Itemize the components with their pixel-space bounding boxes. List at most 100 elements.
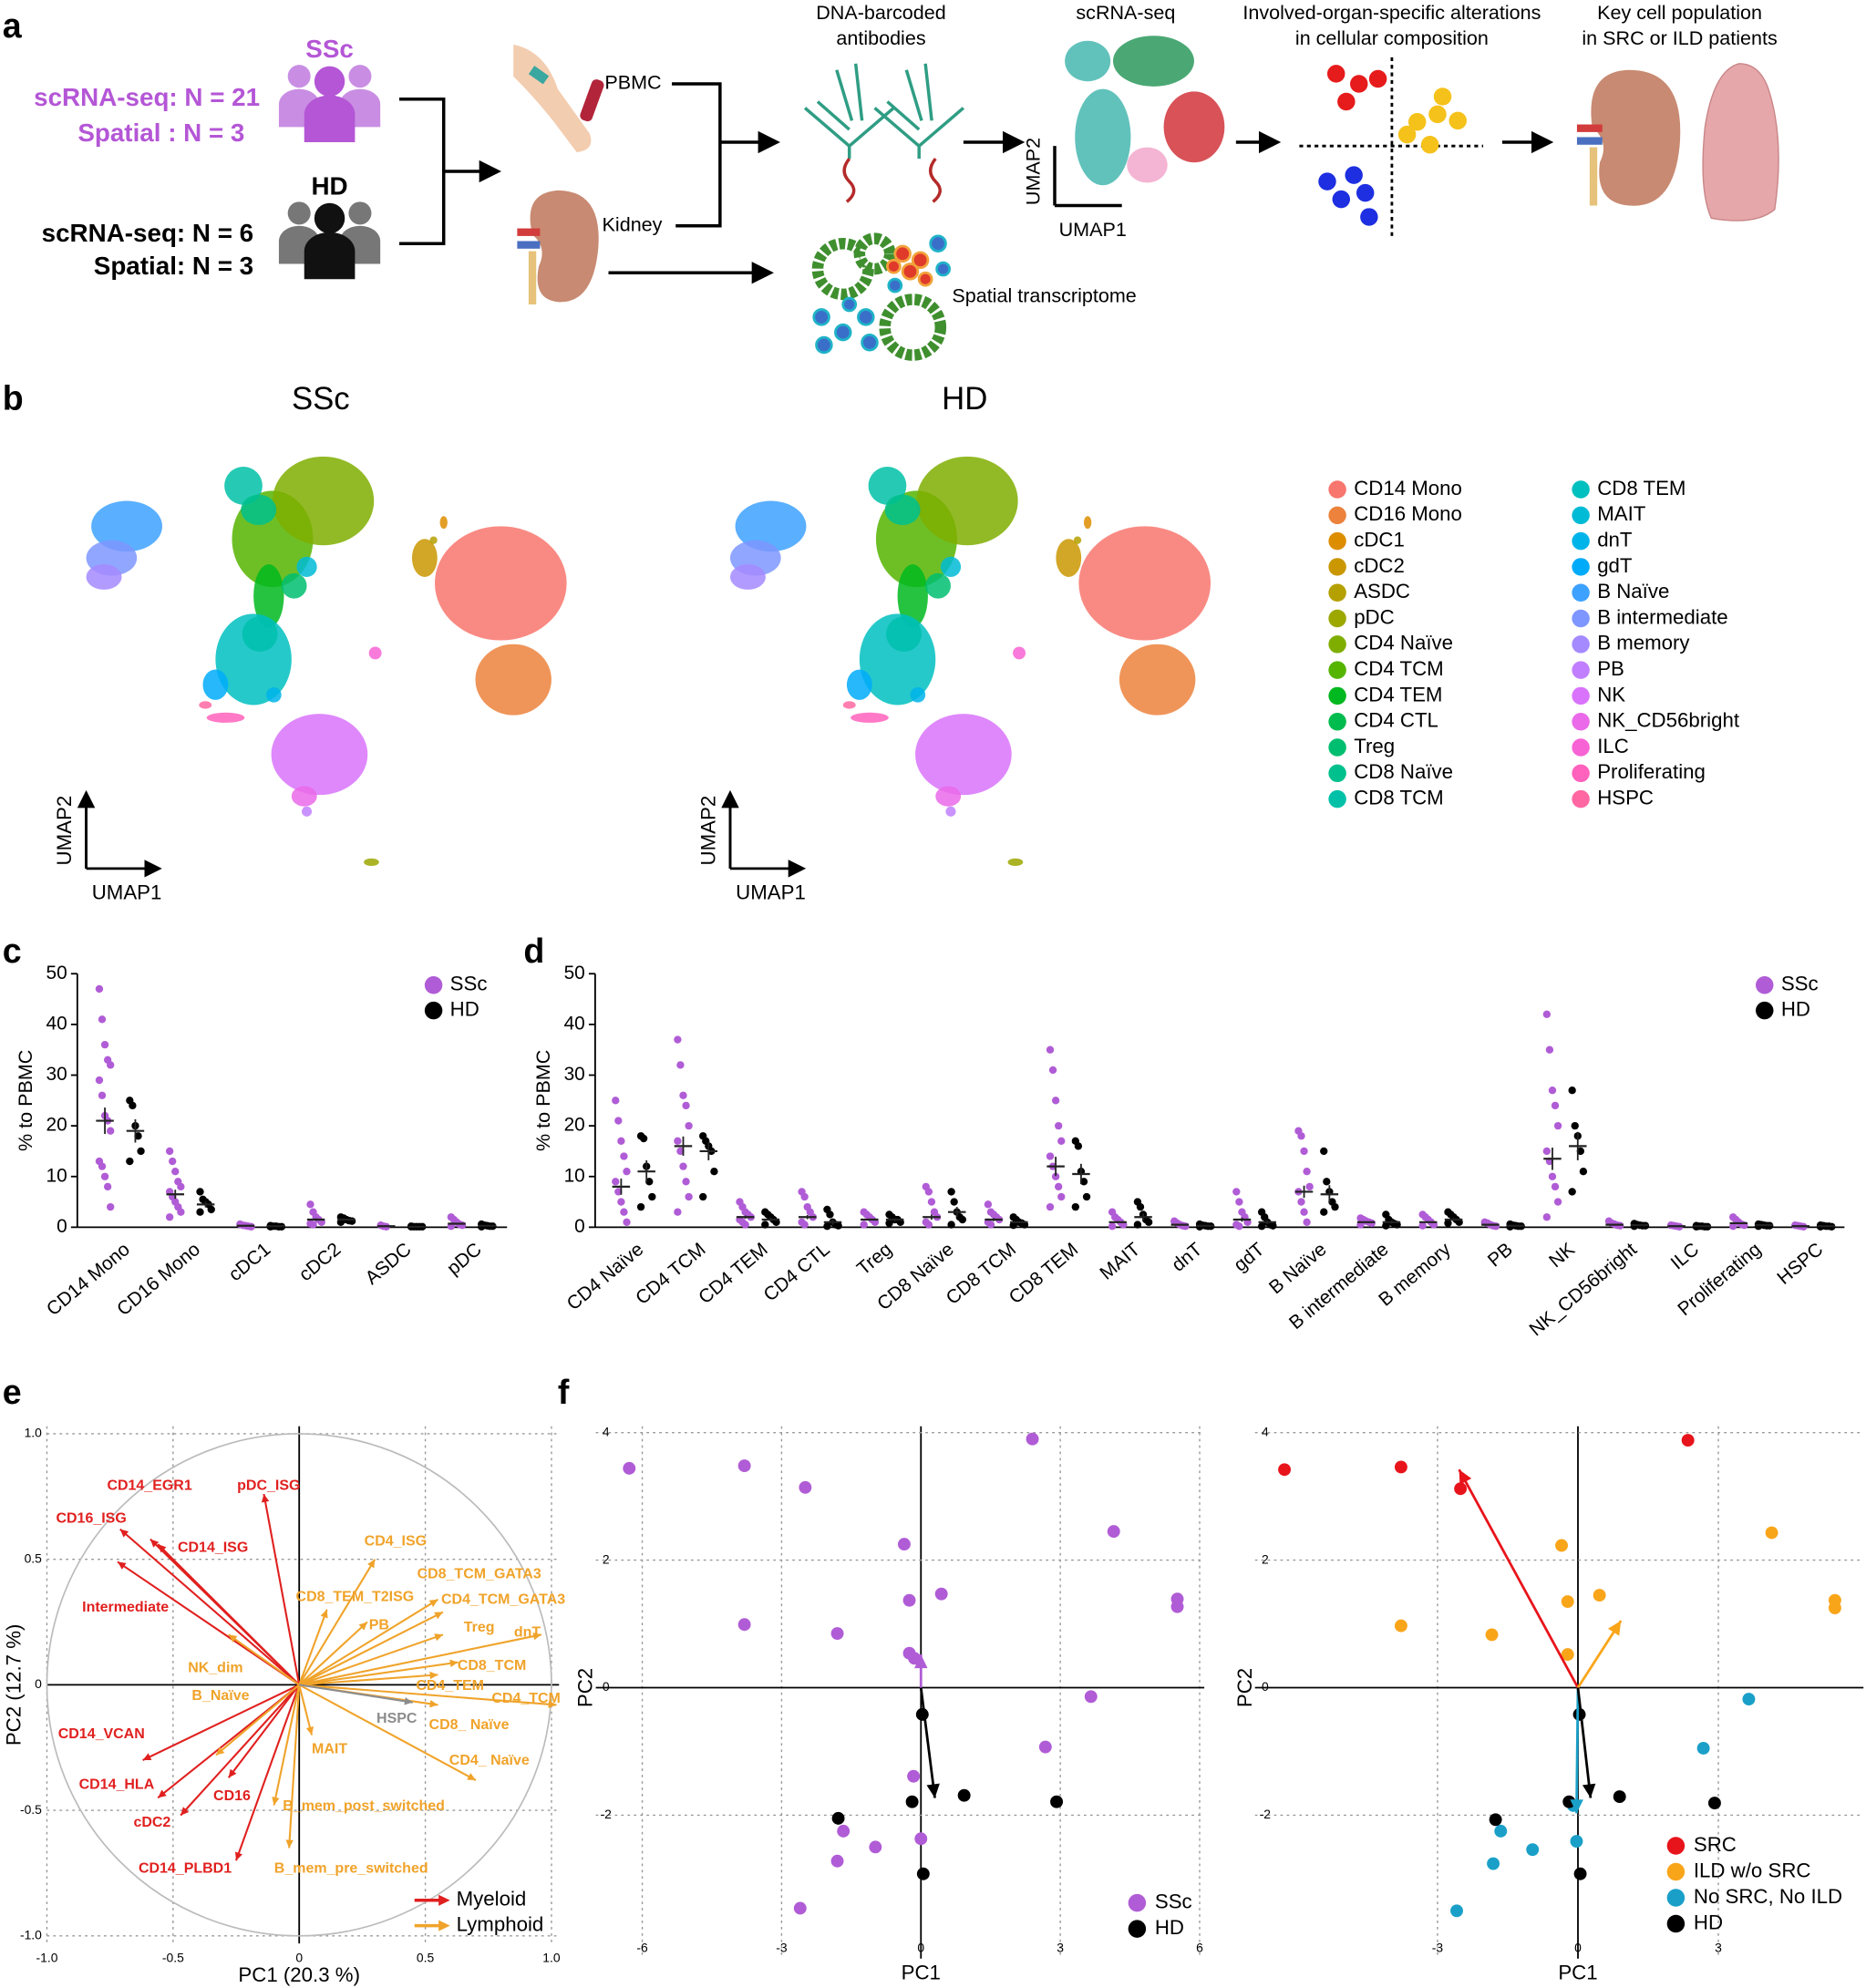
x-tick-label: -0.5: [162, 1950, 184, 1964]
schematic: SSc scRNA-seq: N = 21 Spatial : N = 3 HD…: [34, 1, 1779, 361]
umap-cluster: [945, 806, 956, 817]
x-tick-label: -6: [636, 1940, 648, 1954]
legend-swatch: [1572, 712, 1590, 731]
umap-cluster: [434, 526, 567, 641]
umap-cluster: [851, 712, 889, 723]
data-point: [1573, 1867, 1587, 1880]
data-point: [623, 1218, 631, 1226]
loading-arrow: [263, 1493, 301, 1685]
legend-swatch: [1572, 789, 1590, 809]
y-tick-label: -2: [601, 1807, 613, 1821]
kidney-label: Kidney: [603, 212, 663, 235]
x-tick-label: NK: [1545, 1239, 1579, 1272]
y-tick-label: 40: [564, 1013, 585, 1034]
legend-label: CD4 CTL: [1354, 709, 1438, 732]
data-point: [1108, 1222, 1117, 1231]
umap-cluster: [925, 572, 951, 599]
legend-label: dnT: [1597, 529, 1633, 551]
loading-label: CD4_TEM: [416, 1678, 484, 1694]
legend-swatch: [1328, 506, 1346, 525]
x-tick-label: 0.5: [417, 1950, 435, 1964]
bracket-arrow: [672, 82, 776, 228]
loading-label: CD8_TCM_GATA3: [418, 1567, 541, 1582]
key-label: in SRC or ILD patients: [1582, 26, 1777, 49]
data-point: [98, 1162, 107, 1170]
umap-cluster: [1073, 536, 1082, 544]
data-point: [679, 1091, 687, 1099]
ssc-people-icon: [278, 65, 381, 142]
legend-label: CD4 Naïve: [1354, 632, 1453, 654]
data-point: [800, 1192, 809, 1201]
data-point: [1320, 1147, 1328, 1156]
data-point: [834, 1221, 842, 1230]
legend-swatch: [1572, 531, 1590, 551]
loading-label: B_mem_pre_switched: [274, 1860, 428, 1876]
data-point: [1765, 1526, 1778, 1540]
legend-label: CD16 Mono: [1354, 502, 1462, 525]
legend-label: SSc: [450, 973, 488, 995]
data-point: [676, 1147, 685, 1156]
y-tick-label: -1.0: [20, 1927, 42, 1942]
loading-arrow: [215, 1684, 300, 1756]
legend-label: HD: [1781, 997, 1810, 1020]
arrow-head: [926, 1783, 940, 1798]
y-tick-label: 30: [46, 1064, 67, 1085]
data-point: [1542, 1213, 1552, 1221]
x-tick-label: 0: [1574, 1940, 1582, 1954]
data-point: [793, 1901, 807, 1915]
legend-label: Myeloid: [457, 1888, 527, 1911]
legend-swatch: [424, 976, 443, 994]
data-point: [1269, 1221, 1277, 1230]
data-point: [1133, 1221, 1142, 1229]
data-point: [957, 1788, 971, 1802]
y-tick-label: 10: [564, 1165, 585, 1186]
data-point: [710, 1168, 718, 1176]
data-point: [1450, 1904, 1463, 1918]
data-point: [674, 1035, 682, 1044]
data-point: [1046, 1202, 1055, 1211]
arrow-head: [228, 1634, 238, 1643]
loading-label: CD16_ISG: [56, 1510, 126, 1526]
data-point: [95, 1076, 104, 1085]
data-point: [169, 1157, 177, 1166]
umap-cluster: [291, 786, 317, 807]
data-point: [1136, 1202, 1145, 1211]
data-point: [1444, 1219, 1452, 1228]
arrow-head: [320, 1609, 328, 1619]
hd-spatial: Spatial: N = 3: [94, 252, 253, 280]
unit-circle: [46, 1433, 552, 1937]
data-point: [1542, 1147, 1552, 1156]
umap-cluster: [940, 556, 962, 577]
umap-cluster: [475, 644, 552, 716]
data-point: [761, 1221, 769, 1229]
y-tick-label: -2: [1260, 1807, 1272, 1821]
data-point: [924, 1188, 933, 1196]
x-tick-label: 0: [295, 1950, 303, 1964]
data-point: [947, 1221, 955, 1229]
data-point: [737, 1459, 751, 1473]
loading-arrow: [298, 1633, 542, 1686]
data-point: [1394, 1619, 1407, 1633]
loading-label: CD14_HLA: [79, 1777, 155, 1792]
y-tick-label: 0: [1262, 1679, 1269, 1694]
data-point: [645, 1178, 654, 1186]
data-point: [986, 1221, 995, 1229]
ssc-scrna: scRNA-seq: N = 21: [34, 83, 260, 111]
arrow-head: [117, 1561, 127, 1570]
arrow-head: [261, 1494, 270, 1503]
legend-label: SSc: [1781, 973, 1819, 995]
y-tick-label: 4: [603, 1424, 610, 1438]
data-point: [741, 1221, 749, 1229]
legend-label: B intermediate: [1597, 605, 1727, 628]
data-point: [915, 1707, 929, 1721]
data-point: [107, 1127, 115, 1135]
loading-label: Intermediate: [82, 1600, 169, 1615]
legend-label: cDC2: [1354, 554, 1405, 577]
x-tick-label: CD4 Naïve: [563, 1239, 648, 1314]
y-tick-label: 0: [57, 1216, 67, 1237]
loading-label: dnT: [514, 1625, 541, 1641]
y-axis-label: % to PBMC: [531, 1050, 554, 1151]
data-point: [685, 1121, 693, 1130]
data-point: [1084, 1690, 1098, 1704]
arrow-head: [434, 1633, 443, 1642]
